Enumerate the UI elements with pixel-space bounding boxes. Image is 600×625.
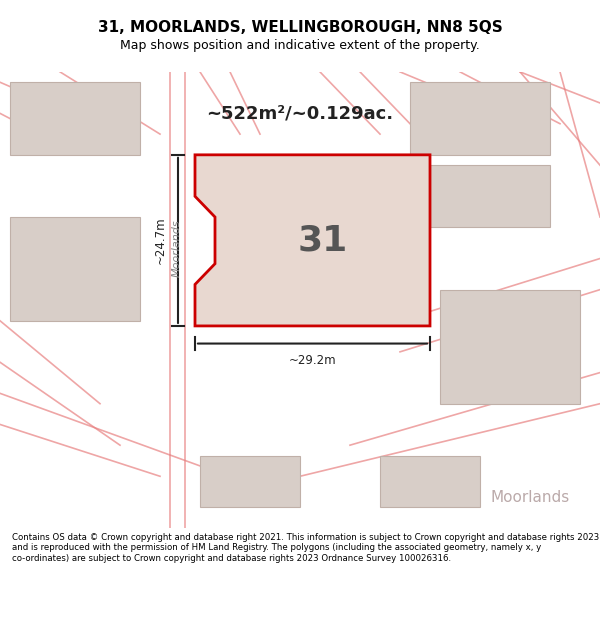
Text: ~24.7m: ~24.7m (154, 217, 167, 264)
Bar (10, 82, 140, 155)
Bar (410, 82, 550, 155)
Polygon shape (195, 155, 430, 326)
Bar (200, 456, 300, 508)
Bar (380, 456, 480, 508)
Text: ~522m²/~0.129ac.: ~522m²/~0.129ac. (206, 104, 394, 122)
Bar (10, 217, 140, 321)
Bar (440, 289, 580, 404)
Text: Contains OS data © Crown copyright and database right 2021. This information is : Contains OS data © Crown copyright and d… (12, 533, 599, 562)
Text: Map shows position and indicative extent of the property.: Map shows position and indicative extent… (120, 39, 480, 52)
Text: Moorlands: Moorlands (172, 219, 182, 277)
Bar (430, 165, 550, 228)
Text: 31, MOORLANDS, WELLINGBOROUGH, NN8 5QS: 31, MOORLANDS, WELLINGBOROUGH, NN8 5QS (98, 20, 502, 35)
Text: 31: 31 (298, 223, 347, 258)
Text: ~29.2m: ~29.2m (289, 354, 337, 367)
Text: Moorlands: Moorlands (490, 489, 569, 504)
